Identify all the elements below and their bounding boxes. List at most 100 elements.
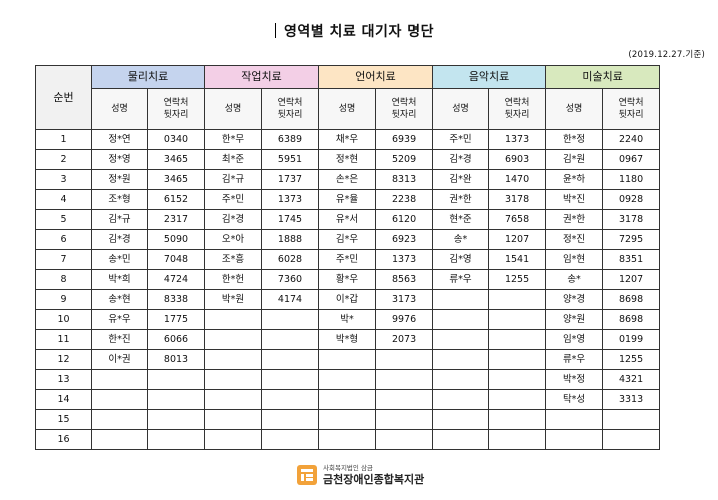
contact-cell-speech (375, 409, 434, 430)
name-cell-speech: 이*갑 (318, 289, 377, 310)
table-row: 8 박*희 4724 한*헌 7360 황*우 8563 류*우 1255 송* 1207 (35, 269, 661, 290)
page-title: 영역별 치료 대기자 명단 (284, 24, 434, 40)
contact-cell-art: 8698 (602, 289, 661, 310)
row-number: 13 (35, 369, 92, 390)
name-cell-music: 권*한 (432, 189, 490, 210)
name-cell-physical: 정*영 (91, 149, 148, 170)
contact-cell-occupational: 5951 (261, 149, 320, 170)
table-row: 5 김*규 2317 김*경 1745 유*서 6120 현*준 7658 권*한 3178 (35, 209, 661, 230)
table-row: 4 조*형 6152 주*민 1373 유*율 2238 권*한 3178 박*진 0928 (35, 189, 661, 210)
name-cell-music: 송* (432, 229, 490, 250)
contact-cell-music (488, 369, 547, 390)
contact-cell-art: 0967 (602, 149, 661, 170)
name-cell-speech (318, 369, 377, 390)
name-header-music: 성명 (432, 88, 490, 130)
contact-cell-physical: 2317 (146, 209, 206, 230)
contact-cell-art: 1180 (602, 169, 661, 190)
contact-cell-physical: 4724 (146, 269, 206, 290)
name-header-occupational: 성명 (204, 88, 263, 130)
contact-cell-art: 0199 (602, 329, 661, 350)
contact-header-line: 연락처 (277, 98, 303, 108)
contact-cell-art (602, 429, 661, 450)
contact-header-line: 뒷자리 (277, 110, 303, 120)
name-cell-art: 임*현 (545, 249, 604, 270)
name-cell-occupational: 김*규 (204, 169, 263, 190)
name-cell-physical: 한*진 (91, 329, 148, 350)
number-header: 순번 (35, 65, 92, 130)
contact-cell-occupational: 6389 (261, 129, 320, 150)
name-cell-art: 윤*하 (545, 169, 604, 190)
contact-cell-music (488, 389, 547, 410)
contact-cell-music: 1470 (488, 169, 547, 190)
table-row: 9 송*현 8338 박*원 4174 이*갑 3173 양*경 8698 (35, 289, 661, 310)
name-cell-speech (318, 349, 377, 370)
name-cell-music: 현*준 (432, 209, 490, 230)
name-cell-physical (91, 389, 148, 410)
name-cell-speech: 박*형 (318, 329, 377, 350)
name-cell-music: 류*우 (432, 269, 490, 290)
contact-cell-art: 1255 (602, 349, 661, 370)
name-cell-occupational (204, 329, 263, 350)
row-number: 1 (35, 129, 92, 150)
table-row: 12 이*권 8013 류*우 1255 (35, 349, 661, 370)
contact-cell-occupational (261, 329, 320, 350)
name-cell-music: 김*경 (432, 149, 490, 170)
group-header-art: 미술치료 (545, 65, 661, 89)
contact-header-line: 뒷자리 (391, 110, 417, 120)
contact-cell-art: 8698 (602, 309, 661, 330)
name-cell-occupational (204, 369, 263, 390)
contact-cell-music (488, 309, 547, 330)
contact-cell-speech (375, 369, 434, 390)
name-cell-art: 송* (545, 269, 604, 290)
waitlist-table: 순번 물리치료 작업치료 언어치료 음악치료 미술치료 성명 연락처 뒷자리 성명 연락처 뒷자리 성명… (35, 65, 661, 450)
name-cell-art: 임*영 (545, 329, 604, 350)
name-cell-art: 양*원 (545, 309, 604, 330)
name-cell-art (545, 409, 604, 430)
name-cell-music (432, 429, 490, 450)
name-cell-speech: 유*서 (318, 209, 377, 230)
contact-cell-physical: 3465 (146, 149, 206, 170)
name-cell-speech: 박* (318, 309, 377, 330)
name-cell-speech (318, 389, 377, 410)
name-cell-music (432, 409, 490, 430)
table-row: 15 (35, 409, 661, 430)
name-cell-physical: 정*연 (91, 129, 148, 150)
contact-cell-music: 1255 (488, 269, 547, 290)
contact-cell-speech: 2073 (375, 329, 434, 350)
name-cell-physical: 박*희 (91, 269, 148, 290)
name-header-physical: 성명 (91, 88, 148, 130)
name-cell-occupational: 오*아 (204, 229, 263, 250)
contact-header-music: 연락처 뒷자리 (488, 88, 547, 130)
row-number: 7 (35, 249, 92, 270)
contact-cell-speech: 8563 (375, 269, 434, 290)
name-cell-physical: 김*규 (91, 209, 148, 230)
contact-cell-speech: 6120 (375, 209, 434, 230)
name-cell-music: 김*완 (432, 169, 490, 190)
contact-cell-occupational (261, 309, 320, 330)
contact-cell-occupational (261, 369, 320, 390)
table-row: 10 유*우 1775 박* 9976 양*원 8698 (35, 309, 661, 330)
row-number: 2 (35, 149, 92, 170)
contact-cell-speech: 9976 (375, 309, 434, 330)
contact-cell-occupational: 7360 (261, 269, 320, 290)
contact-header-line: 연락처 (391, 98, 417, 108)
contact-cell-music: 1541 (488, 249, 547, 270)
name-cell-physical: 김*경 (91, 229, 148, 250)
name-cell-occupational: 김*경 (204, 209, 263, 230)
group-header-occupational: 작업치료 (204, 65, 320, 89)
contact-cell-occupational: 1888 (261, 229, 320, 250)
name-cell-speech: 유*율 (318, 189, 377, 210)
contact-cell-art: 7295 (602, 229, 661, 250)
name-cell-occupational: 한*헌 (204, 269, 263, 290)
contact-cell-speech (375, 349, 434, 370)
name-header-speech: 성명 (318, 88, 377, 130)
contact-cell-art: 1207 (602, 269, 661, 290)
contact-cell-physical (146, 389, 206, 410)
name-cell-music: 주*민 (432, 129, 490, 150)
contact-cell-physical (146, 429, 206, 450)
name-cell-art: 양*경 (545, 289, 604, 310)
name-cell-speech: 채*우 (318, 129, 377, 150)
contact-cell-physical: 8013 (146, 349, 206, 370)
table-row: 11 한*진 6066 박*형 2073 임*영 0199 (35, 329, 661, 350)
